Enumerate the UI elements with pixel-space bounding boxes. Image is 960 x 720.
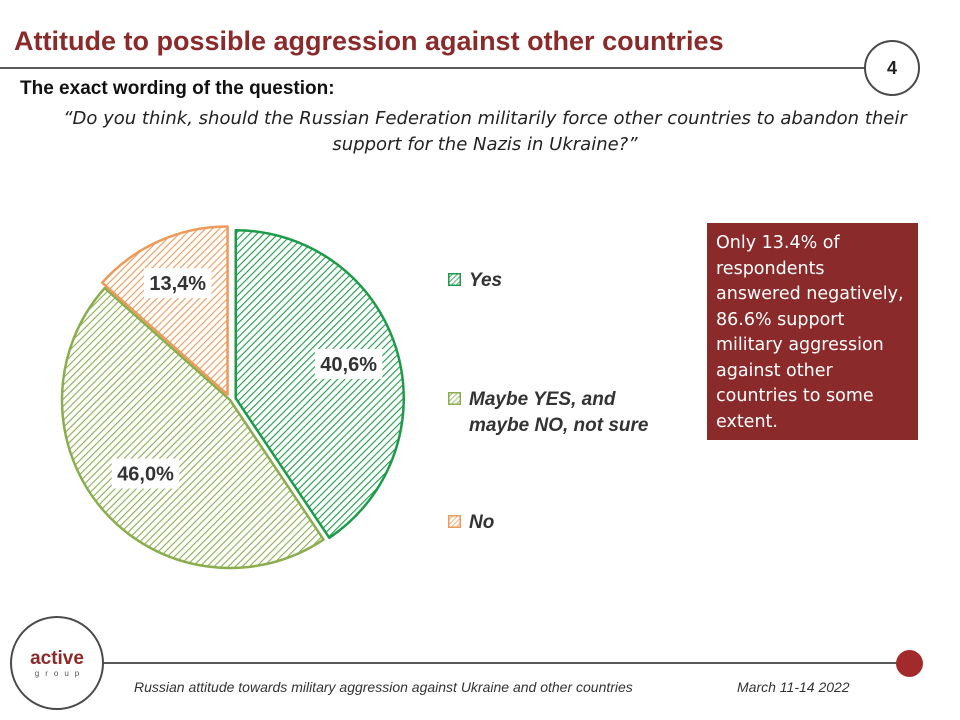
question-text: “Do you think, should the Russian Federa… <box>63 108 907 155</box>
summary-note-text: Only 13.4% of respondents answered negat… <box>716 233 904 432</box>
legend-item-no: No <box>448 510 494 536</box>
page-number: 4 <box>886 57 897 78</box>
legend-item-yes: Yes <box>448 268 502 294</box>
footer-caption: Russian attitude towards military aggres… <box>134 679 633 695</box>
footer-date: March 11-14 2022 <box>737 679 850 695</box>
pie-chart: 40,6% 46,0% 13,4% <box>60 225 405 570</box>
legend-swatch-no <box>448 515 461 528</box>
title-divider <box>0 67 866 69</box>
footer-divider <box>100 662 900 664</box>
data-label-no: 13,4% <box>149 273 206 295</box>
footer-dot <box>896 650 923 677</box>
summary-note: Only 13.4% of respondents answered negat… <box>707 223 918 440</box>
pie-slice-maybe <box>60 286 325 570</box>
legend-label-maybe: Maybe YES, and maybe NO, not sure <box>469 389 649 436</box>
question-label: The exact wording of the question: <box>20 78 335 99</box>
logo <box>10 616 104 710</box>
data-label-bg-no <box>143 268 212 299</box>
legend-label-no: No <box>469 512 495 533</box>
data-label-bg-yes <box>314 348 383 379</box>
page-number-badge: 4 <box>864 40 920 96</box>
data-label-yes: 40,6% <box>320 354 377 376</box>
legend-label-yes: Yes <box>469 270 503 291</box>
pie-slice-yes <box>234 229 405 540</box>
data-label-bg-maybe <box>111 458 180 489</box>
page-title: Attitude to possible aggression against … <box>14 26 724 56</box>
legend-swatch-yes <box>448 273 461 286</box>
data-label-maybe: 46,0% <box>117 464 174 486</box>
logo-subtext: group <box>34 669 86 678</box>
logo-text: active <box>30 648 84 669</box>
legend-swatch-maybe <box>448 392 461 405</box>
legend-item-maybe: Maybe YES, and maybe NO, not sure <box>448 387 658 439</box>
